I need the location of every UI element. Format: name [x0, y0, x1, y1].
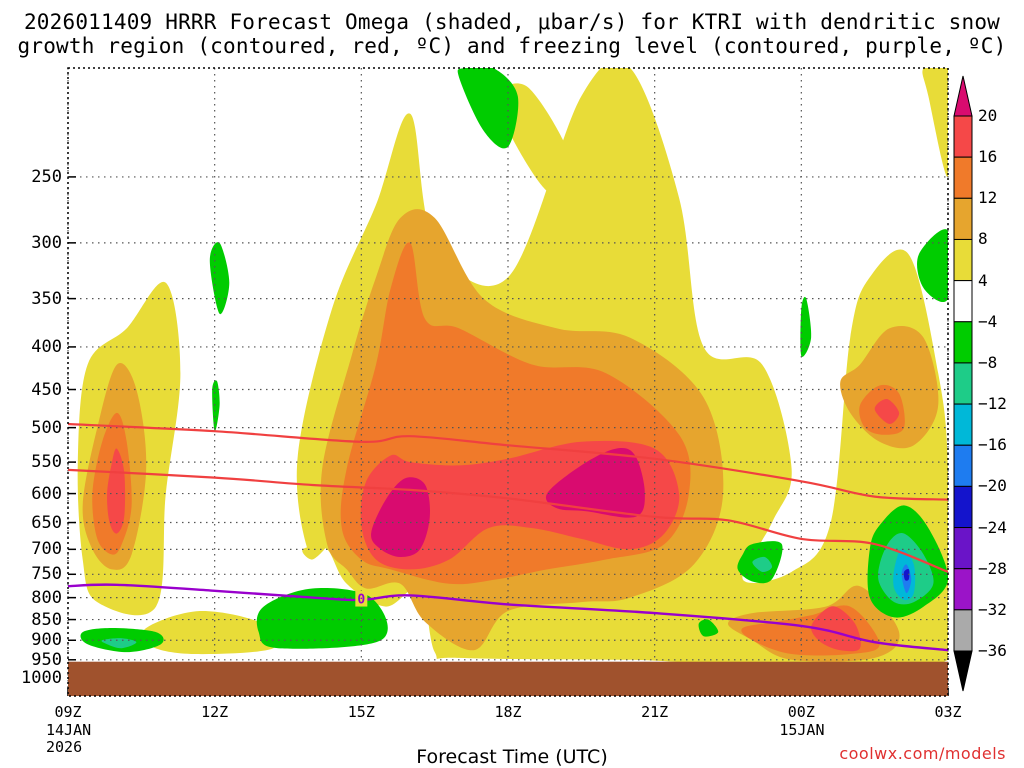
omega-region-20-18	[371, 477, 430, 557]
ytick-label-900: 900	[31, 630, 62, 651]
colorbar-band-11	[953, 568, 973, 611]
ytick-label-500: 500	[31, 417, 62, 438]
omega-region-16-16	[874, 398, 900, 425]
colorbar-label-8: −16	[978, 435, 1007, 455]
colorbar-label-2: 12	[978, 188, 998, 208]
ytick-label-400: 400	[31, 336, 62, 357]
dgz-contour-1	[68, 468, 948, 573]
colorbar-band-12	[953, 609, 973, 652]
colorbar-label-13: −36	[978, 641, 1007, 660]
colorbar-band-8	[953, 444, 973, 487]
colorbar-band-9	[953, 485, 973, 529]
terrain-ground	[68, 661, 948, 696]
x-axis-label: Forecast Time (UTC)	[416, 746, 608, 768]
ytick-label-1000: 1000	[21, 668, 62, 689]
xtick-date-00Z: 15JAN	[779, 721, 825, 739]
colorbar-top-arrow	[953, 75, 973, 117]
site-credit-link[interactable]: coolwx.com/models	[839, 744, 1006, 763]
xtick-label-00Z: 00Z	[787, 703, 815, 721]
xtick-label-15Z: 15Z	[347, 703, 375, 721]
omega-region--4-23	[256, 588, 388, 649]
colorbar-label-1: 16	[978, 147, 998, 167]
colorbar-label-12: −32	[978, 599, 1007, 619]
colorbar-label-10: −24	[978, 517, 1007, 537]
xtick-label-18Z: 18Z	[494, 703, 522, 721]
xtick-year-09Z: 2026	[46, 738, 83, 756]
colorbar-band-2	[953, 197, 973, 240]
colorbar-label-3: 8	[978, 229, 988, 249]
omega-region--4-21	[209, 242, 230, 315]
colorbar-bottom-arrow	[953, 650, 973, 692]
colorbar-label-0: 20	[978, 106, 998, 125]
colorbar-label-7: −12	[978, 394, 1007, 414]
freezing-level-label: 0	[357, 593, 365, 608]
xtick-label-21Z: 21Z	[641, 703, 669, 721]
omega-region--8-31	[752, 556, 773, 573]
ytick-label-950: 950	[31, 649, 62, 670]
colorbar-band-3	[953, 238, 973, 282]
omega-region-4-4	[142, 610, 279, 655]
omega-region-20-19	[545, 448, 645, 518]
ytick-label-550: 550	[31, 452, 62, 473]
omega-region--4-20	[457, 68, 519, 149]
colorbar-band-7	[953, 403, 973, 446]
colorbar-label-9: −20	[978, 476, 1007, 496]
colorbar-label-6: −8	[978, 352, 998, 372]
colorbar-band-10	[953, 527, 973, 570]
xtick-label-09Z: 09Z	[54, 703, 82, 721]
freezing-label-bg	[355, 590, 368, 607]
omega-region-4-3	[922, 68, 948, 177]
ytick-label-350: 350	[31, 288, 62, 309]
chart-title-line2: growth region (contoured, red, ºC) and f…	[17, 34, 1007, 58]
omega-region--4-26	[698, 619, 719, 637]
colorbar-band-1	[953, 156, 973, 199]
ytick-label-750: 750	[31, 564, 62, 585]
xtick-label-03Z: 03Z	[934, 703, 962, 721]
colorbar-band-0	[953, 115, 973, 158]
omega-region--4-28	[917, 229, 948, 303]
omega-shading-layer	[77, 68, 948, 675]
ytick-label-300: 300	[31, 232, 62, 253]
omega-region-4-5	[302, 543, 328, 560]
colorbar-band-5	[953, 321, 973, 364]
colorbar-band-6	[953, 362, 973, 405]
contour-layer: 0	[68, 422, 948, 652]
dgz-contour-0	[68, 422, 948, 501]
freezing-level-contour	[68, 583, 948, 652]
ytick-label-250: 250	[31, 166, 62, 187]
colorbar-band-4	[953, 280, 973, 323]
plot-frame	[67, 67, 949, 697]
ytick-label-800: 800	[31, 587, 62, 608]
omega-region--4-22	[212, 380, 220, 432]
colorbar-label-4: 4	[978, 270, 988, 290]
ytick-label-600: 600	[31, 483, 62, 504]
omega-region--20-35	[903, 569, 910, 581]
xtick-date-09Z: 14JAN	[46, 721, 92, 739]
colorbar-label-5: −4	[978, 311, 998, 331]
xtick-label-12Z: 12Z	[201, 703, 229, 721]
ytick-label-700: 700	[31, 539, 62, 560]
colorbar-label-11: −28	[978, 558, 1007, 578]
omega-region--4-27	[800, 296, 812, 357]
ytick-label-450: 450	[31, 379, 62, 400]
omega-region-16-14	[107, 448, 126, 534]
colorbar	[953, 75, 973, 692]
ytick-label-650: 650	[31, 512, 62, 533]
chart-title-line1: 2026011409 HRRR Forecast Omega (shaded, …	[23, 10, 1001, 34]
ytick-label-850: 850	[31, 609, 62, 630]
